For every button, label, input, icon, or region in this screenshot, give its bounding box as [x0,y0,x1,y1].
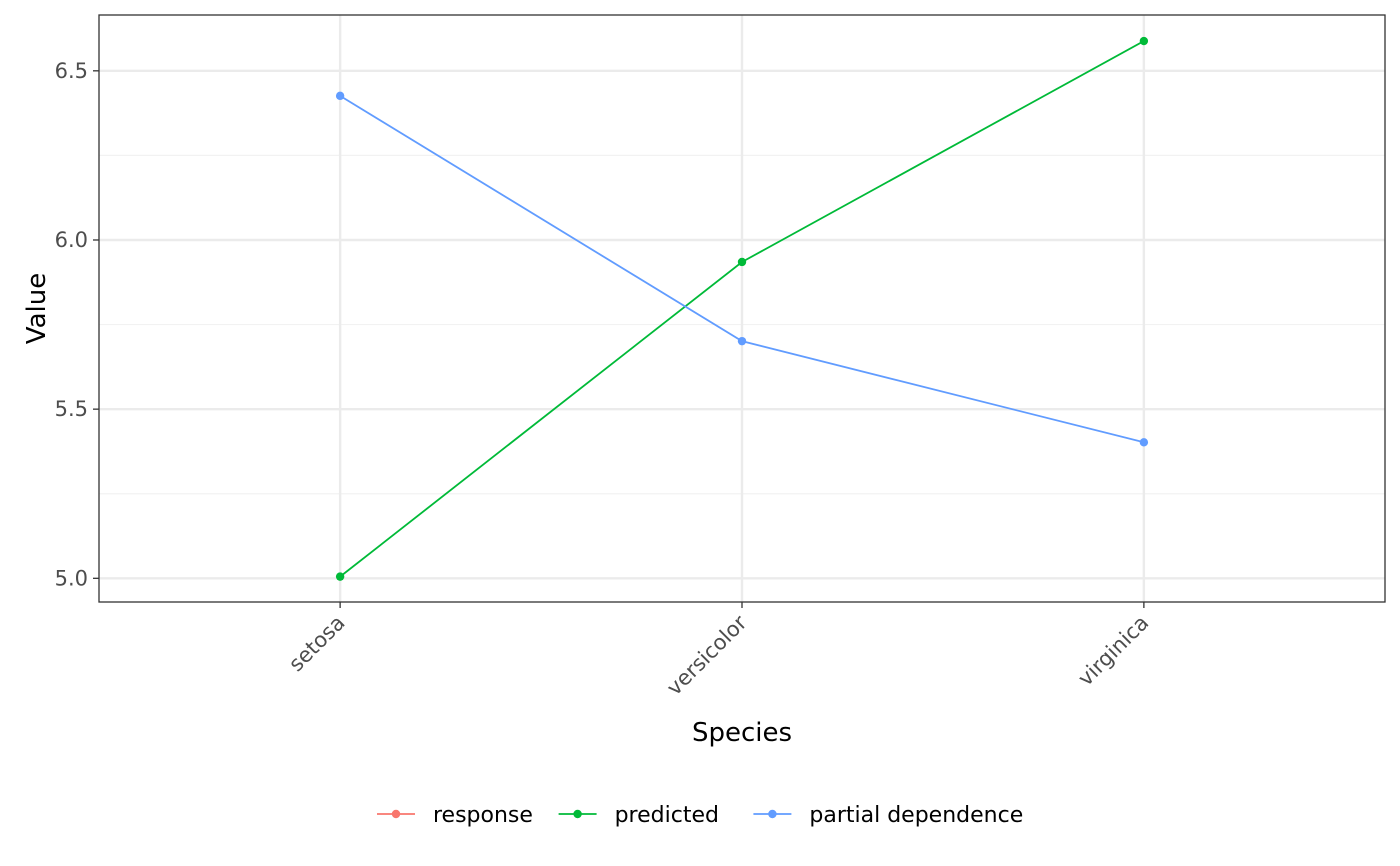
legend-item-predicted: predicted [558,803,719,828]
y-axis-title: Value [22,273,52,344]
x-tick-label: versicolor [662,610,752,700]
legend-key-point [768,809,777,819]
major-gridlines [99,15,1385,602]
data-point-predicted [1139,36,1149,46]
legend-label: predicted [615,803,719,828]
legend-label: partial dependence [809,803,1023,828]
legend-label: response [433,803,533,828]
data-point-partial-dependence [737,336,747,346]
y-tick-label: 5.0 [55,566,88,590]
legend-item-partial-dependence: partial dependence [753,803,1023,828]
data-point-partial-dependence [335,91,345,101]
x-axis-ticks: setosa versicolor virginica [284,602,1153,700]
data-point-predicted [335,572,345,581]
x-axis-title: Species [692,718,792,748]
series-points [335,36,1149,581]
data-point-partial-dependence [1139,438,1149,447]
legend-item-response: response [377,803,533,828]
y-tick-label: 6.0 [55,228,88,252]
x-tick-label: virginica [1073,611,1153,691]
legend-key-point [391,809,401,819]
legend: response predicted partial dependence [377,803,1023,828]
y-tick-label: 6.5 [55,59,88,83]
y-axis-ticks: 5.0 5.5 6.0 6.5 [55,59,99,590]
x-tick-label: setosa [284,611,350,677]
legend-key-point [573,809,582,819]
y-tick-label: 5.5 [55,397,88,421]
data-point-predicted [737,257,747,267]
